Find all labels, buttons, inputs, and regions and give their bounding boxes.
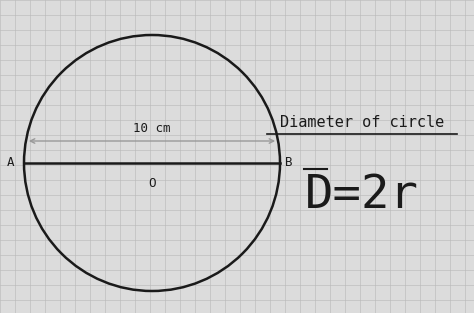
Text: O: O: [148, 177, 156, 190]
Text: A: A: [7, 156, 14, 170]
Text: B: B: [285, 156, 292, 170]
Text: 10 cm: 10 cm: [133, 122, 171, 135]
Text: D=2r: D=2r: [305, 172, 419, 218]
Text: Diameter of circle: Diameter of circle: [280, 115, 444, 130]
